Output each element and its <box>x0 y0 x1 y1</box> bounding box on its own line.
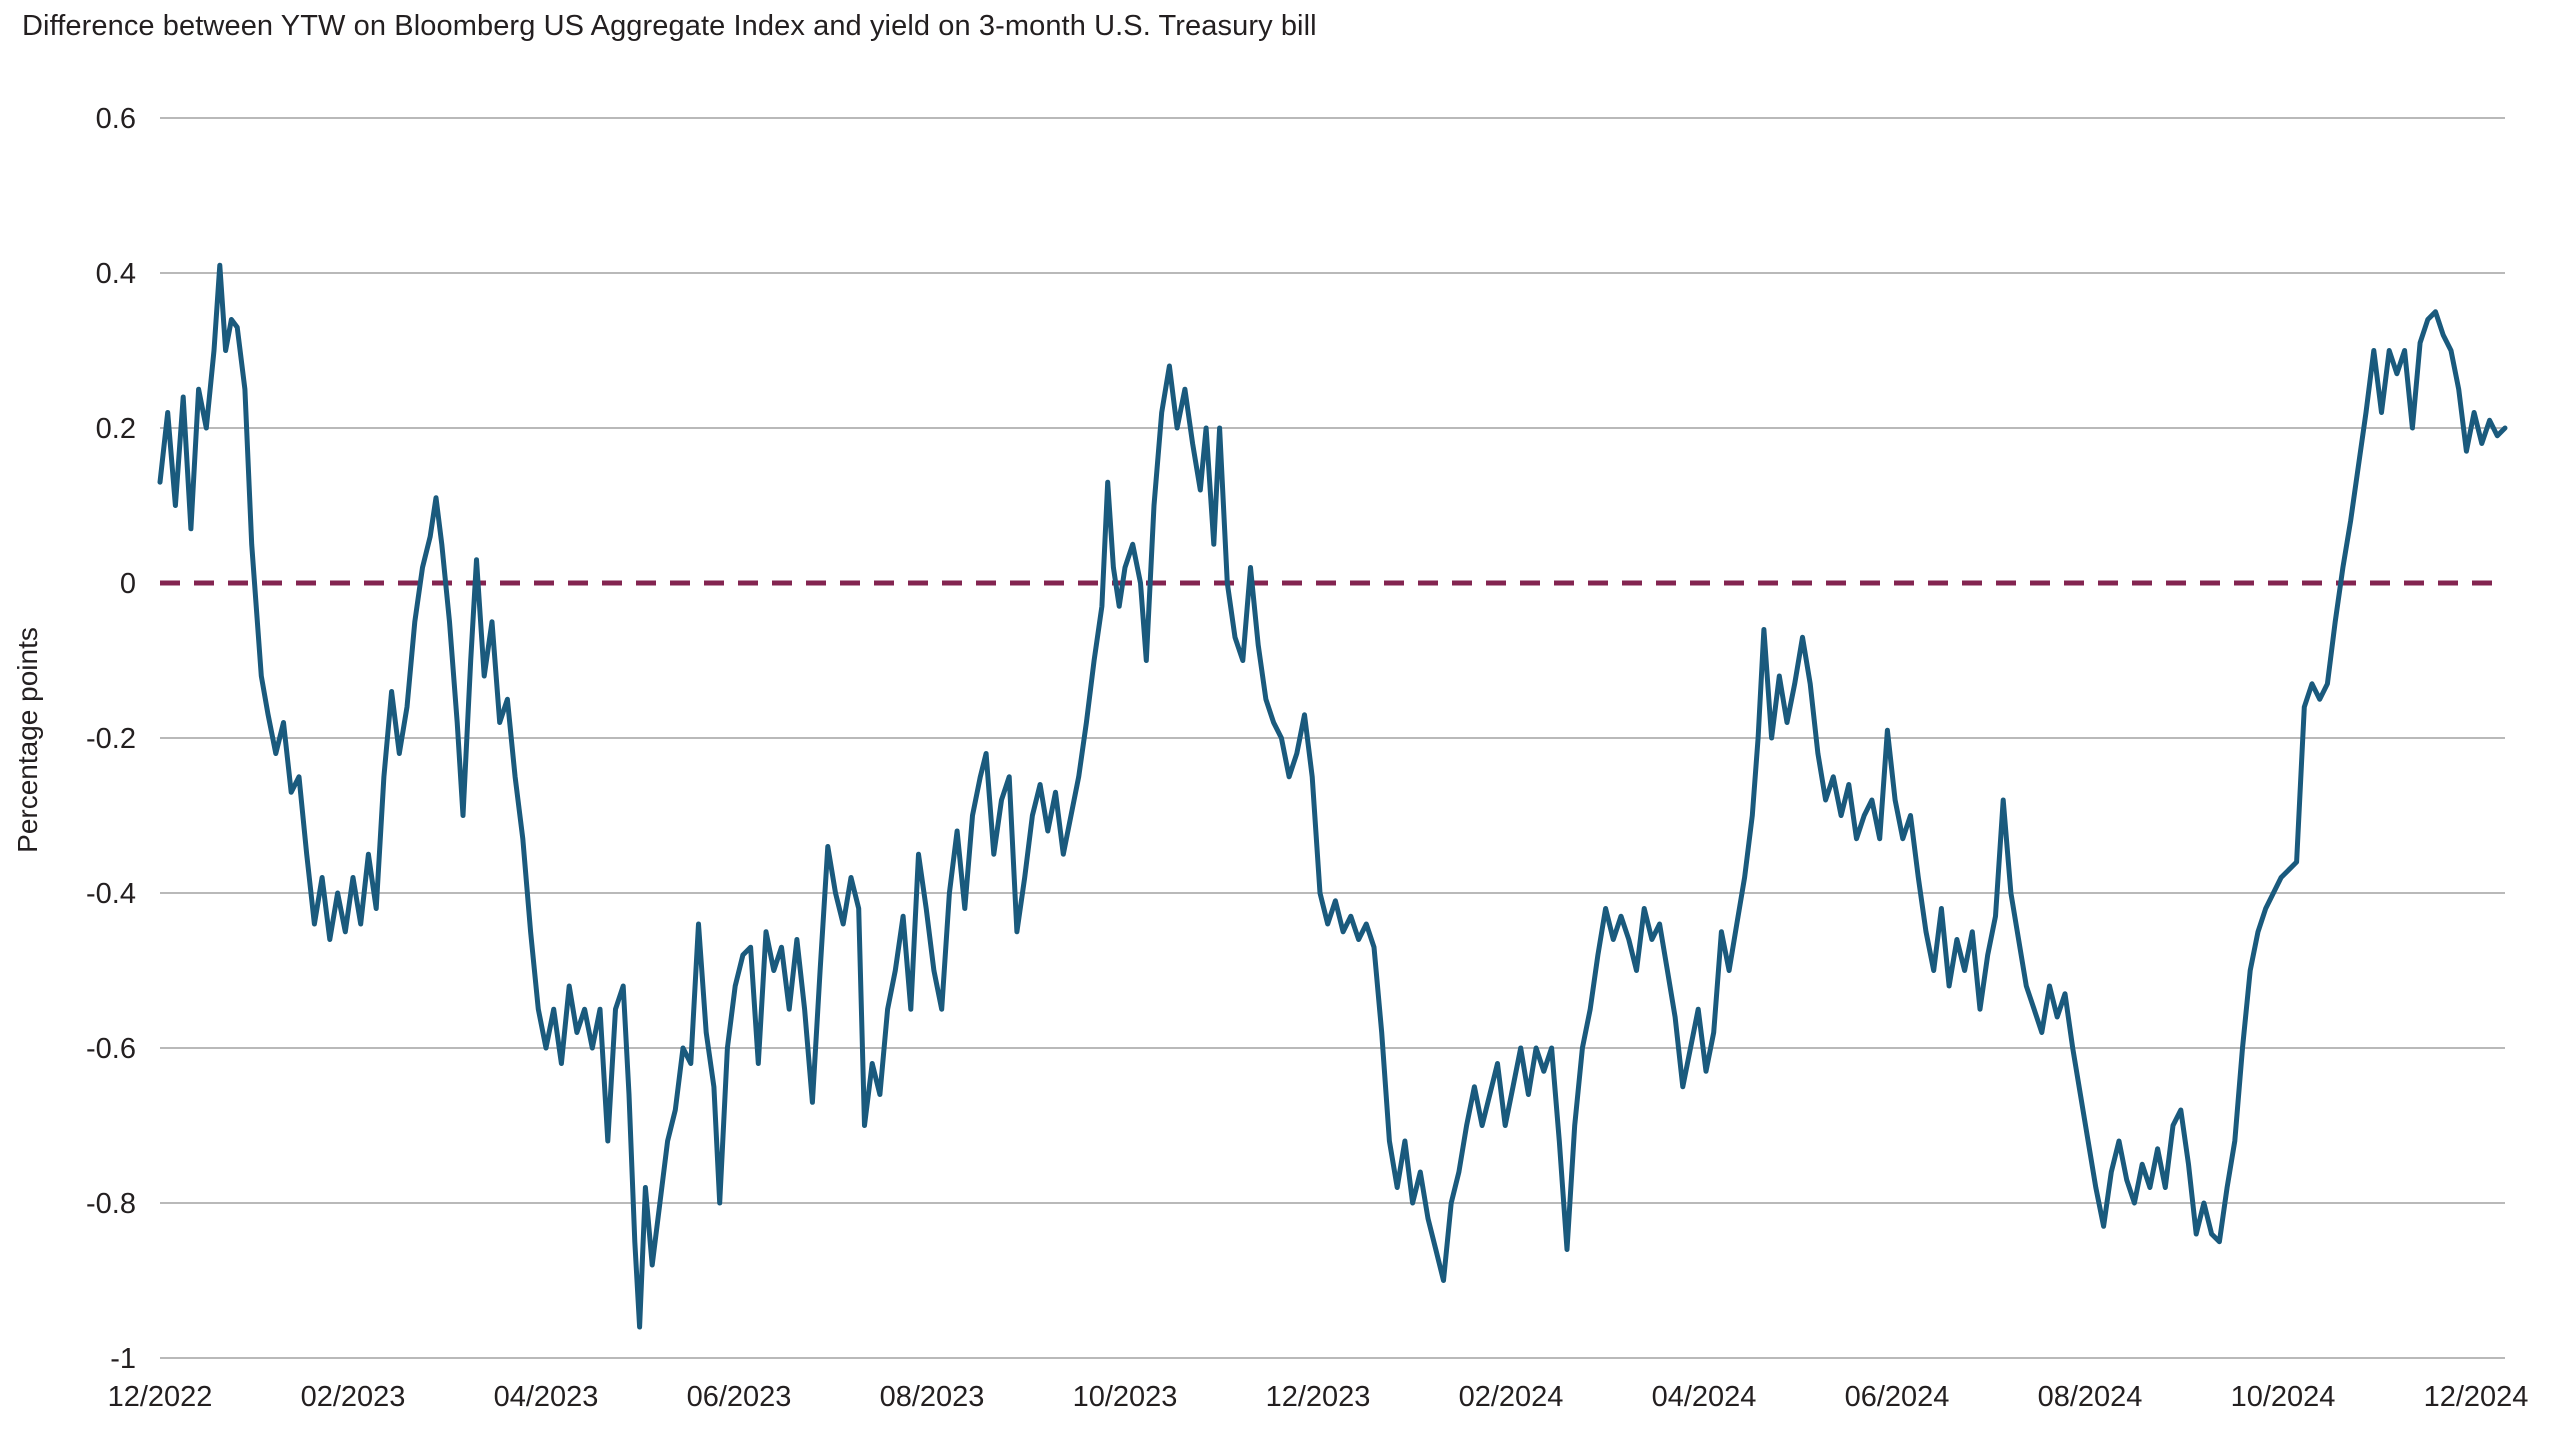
y-tick-label: 0.4 <box>96 258 136 290</box>
x-tick-label: 02/2024 <box>1459 1381 1564 1413</box>
x-tick-label: 02/2023 <box>301 1381 406 1413</box>
x-tick-label: 06/2024 <box>1845 1381 1950 1413</box>
x-tick-label: 08/2023 <box>880 1381 985 1413</box>
y-tick-label: -1 <box>110 1343 136 1375</box>
chart-title: Difference between YTW on Bloomberg US A… <box>22 10 1317 42</box>
x-tick-label: 10/2023 <box>1073 1381 1178 1413</box>
y-tick-label: 0 <box>120 568 136 600</box>
x-tick-label: 10/2024 <box>2231 1381 2336 1413</box>
y-tick-label: -0.6 <box>86 1033 136 1065</box>
x-tick-label: 08/2024 <box>2038 1381 2143 1413</box>
data-line <box>157 262 2508 1330</box>
y-tick-label: -0.4 <box>86 878 136 910</box>
x-tick-label: 12/2022 <box>108 1381 213 1413</box>
y-tick-label: -0.8 <box>86 1188 136 1220</box>
x-tick-label: 04/2023 <box>494 1381 599 1413</box>
y-tick-label: -0.2 <box>86 723 136 755</box>
x-tick-label: 12/2023 <box>1266 1381 1371 1413</box>
x-tick-label: 12/2024 <box>2424 1381 2529 1413</box>
y-tick-label: 0.2 <box>96 413 136 445</box>
x-tick-label: 06/2023 <box>687 1381 792 1413</box>
y-tick-label: 0.6 <box>96 103 136 135</box>
x-tick-label: 04/2024 <box>1652 1381 1757 1413</box>
